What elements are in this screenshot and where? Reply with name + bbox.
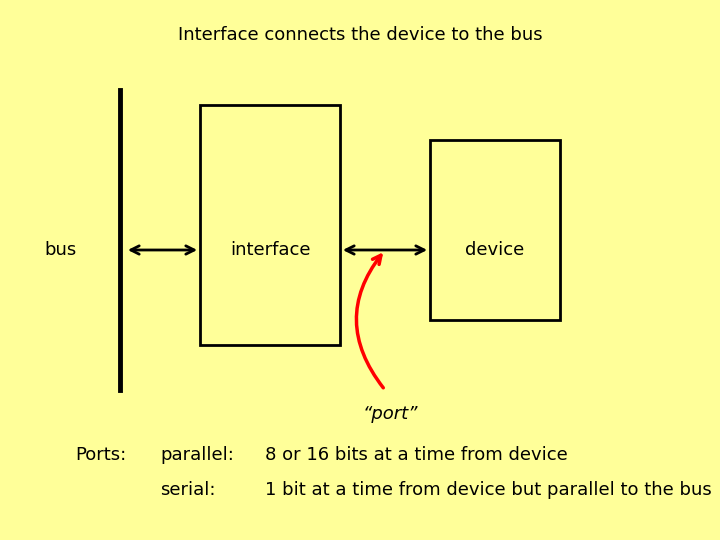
Text: serial:: serial: xyxy=(160,481,215,499)
Text: bus: bus xyxy=(44,241,76,259)
Text: device: device xyxy=(465,241,525,259)
Text: “port”: “port” xyxy=(362,405,418,423)
Bar xyxy=(430,140,560,320)
Text: 1 bit at a time from device but parallel to the bus: 1 bit at a time from device but parallel… xyxy=(265,481,712,499)
Text: Interface connects the device to the bus: Interface connects the device to the bus xyxy=(178,26,542,44)
Text: parallel:: parallel: xyxy=(160,446,234,464)
Text: 8 or 16 bits at a time from device: 8 or 16 bits at a time from device xyxy=(265,446,568,464)
Text: interface: interface xyxy=(230,241,310,259)
Text: Ports:: Ports: xyxy=(75,446,126,464)
Bar xyxy=(200,105,340,345)
